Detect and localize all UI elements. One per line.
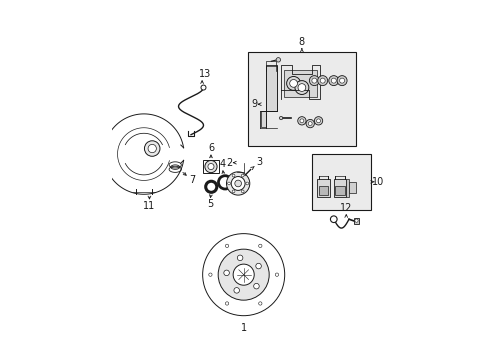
Circle shape [224, 270, 229, 276]
Circle shape [299, 119, 303, 123]
Circle shape [317, 76, 327, 86]
Bar [318, 186, 327, 195]
Circle shape [255, 263, 261, 269]
Circle shape [205, 181, 216, 192]
Circle shape [258, 302, 262, 305]
Text: 3: 3 [256, 157, 262, 167]
Circle shape [339, 78, 344, 83]
Bar [247, 51, 355, 146]
Bar [265, 66, 276, 111]
Circle shape [202, 234, 284, 316]
Circle shape [297, 84, 305, 91]
Circle shape [208, 273, 212, 276]
Circle shape [233, 264, 254, 285]
Circle shape [316, 119, 320, 123]
Circle shape [307, 122, 311, 126]
Circle shape [258, 244, 262, 248]
Bar [348, 183, 355, 193]
Bar [345, 179, 348, 197]
Bar [203, 161, 218, 173]
Circle shape [226, 172, 249, 195]
Circle shape [225, 244, 228, 248]
Circle shape [275, 273, 278, 276]
Bar [333, 179, 346, 197]
Circle shape [279, 116, 282, 120]
Circle shape [354, 219, 357, 222]
Circle shape [305, 120, 314, 128]
Circle shape [227, 182, 230, 185]
Circle shape [328, 76, 338, 86]
Circle shape [314, 117, 322, 125]
Bar [335, 186, 344, 195]
Text: 9: 9 [251, 99, 257, 109]
Text: 12: 12 [339, 203, 352, 212]
Circle shape [241, 190, 244, 193]
Circle shape [231, 176, 244, 190]
Bar [311, 154, 370, 210]
Text: 2: 2 [225, 158, 232, 168]
Bar [284, 69, 317, 97]
Circle shape [204, 161, 217, 173]
Text: 8: 8 [298, 37, 305, 48]
Circle shape [320, 78, 325, 83]
Circle shape [286, 76, 300, 90]
Circle shape [336, 76, 346, 86]
Text: 4: 4 [219, 159, 225, 169]
Circle shape [201, 85, 205, 90]
Circle shape [232, 190, 234, 193]
Circle shape [218, 249, 268, 300]
Text: 11: 11 [143, 201, 155, 211]
Circle shape [289, 80, 297, 87]
Circle shape [218, 176, 231, 189]
Circle shape [234, 180, 241, 187]
Text: 10: 10 [371, 177, 384, 187]
Circle shape [233, 288, 239, 293]
Circle shape [237, 255, 243, 261]
Circle shape [245, 182, 248, 185]
Circle shape [207, 163, 214, 170]
Bar [317, 179, 329, 197]
Circle shape [330, 78, 336, 83]
Circle shape [297, 117, 305, 125]
Circle shape [253, 283, 259, 289]
Bar [260, 111, 265, 127]
Text: 13: 13 [198, 69, 210, 79]
Text: 7: 7 [188, 175, 195, 185]
Text: 5: 5 [206, 199, 213, 209]
Text: 6: 6 [207, 143, 214, 153]
Circle shape [276, 58, 280, 62]
Circle shape [232, 174, 234, 177]
Circle shape [294, 81, 308, 94]
Circle shape [311, 78, 316, 83]
Text: 1: 1 [240, 323, 246, 333]
Bar [353, 219, 358, 224]
Circle shape [225, 302, 228, 305]
Circle shape [241, 174, 244, 177]
Circle shape [330, 216, 336, 222]
Circle shape [148, 144, 156, 153]
Circle shape [309, 76, 319, 86]
Circle shape [144, 141, 160, 156]
